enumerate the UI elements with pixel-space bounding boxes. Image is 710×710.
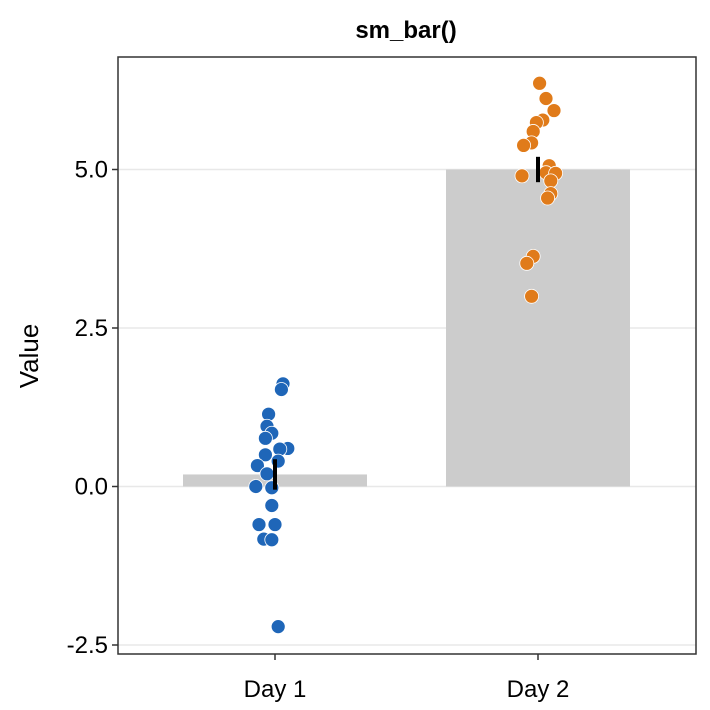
plot-panel-border	[117, 56, 697, 655]
bar-day-2	[446, 169, 630, 487]
point-day-1-18	[264, 532, 280, 548]
y-tick-label-2: 2.5	[75, 315, 108, 342]
point-day-1-1	[273, 382, 289, 397]
point-day-2-0	[532, 75, 547, 91]
x-tick-label-1: Day 2	[507, 676, 570, 703]
point-day-2-11	[514, 168, 530, 184]
y-tick-label-0: -2.5	[67, 632, 108, 659]
point-day-1-5	[257, 430, 273, 446]
point-day-2-14	[540, 190, 555, 206]
point-day-1-19	[270, 619, 286, 635]
point-day-1-14	[264, 498, 280, 513]
point-day-2-1	[538, 91, 554, 106]
point-day-1-16	[267, 517, 283, 532]
error-bars	[273, 156, 540, 490]
point-day-1-10	[249, 458, 265, 473]
data-points	[248, 75, 563, 635]
y-tick-label-1: 0.0	[75, 474, 108, 501]
y-tick-label-3: 5.0	[75, 157, 108, 184]
point-day-2-2	[546, 103, 562, 118]
point-day-2-12	[543, 173, 559, 189]
point-day-1-13	[248, 479, 264, 494]
x-tick-label-0: Day 1	[244, 676, 307, 703]
chart-title: sm_bar()	[355, 17, 456, 44]
y-axis: -2.5 0.0 2.5 5.0	[67, 157, 118, 659]
x-axis: Day 1 Day 2	[244, 654, 570, 703]
point-day-2-16	[519, 255, 535, 271]
point-day-2-17	[524, 288, 539, 304]
point-day-1-8	[257, 447, 273, 463]
y-axis-title: Value	[14, 324, 44, 389]
point-day-2-7	[516, 138, 531, 153]
point-day-1-15	[251, 517, 267, 532]
bars	[183, 169, 630, 487]
point-day-1-11	[259, 466, 275, 482]
